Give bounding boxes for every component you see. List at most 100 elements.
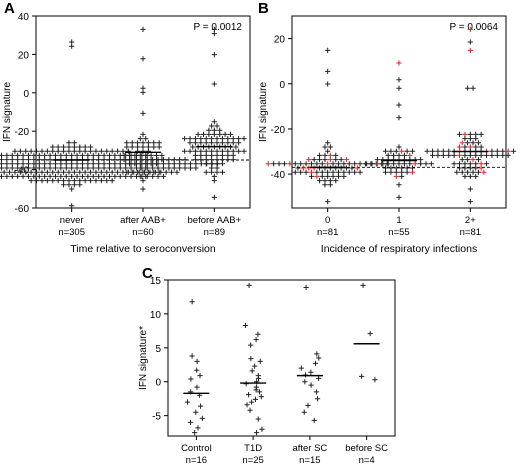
data-point	[129, 169, 135, 175]
data-point	[98, 178, 104, 184]
data-point	[211, 119, 217, 125]
data-point	[44, 148, 50, 154]
data-point	[140, 110, 146, 116]
data-point	[0, 173, 5, 179]
data-point	[20, 165, 26, 171]
data-point	[214, 123, 220, 129]
data-point	[253, 430, 260, 436]
data-point	[128, 165, 134, 171]
data-point	[219, 161, 226, 167]
data-point	[303, 284, 309, 291]
category-count: n=15	[299, 455, 320, 466]
data-point	[418, 161, 424, 167]
data-point	[396, 102, 402, 108]
data-point	[391, 161, 397, 167]
data-point	[338, 157, 344, 163]
data-point	[98, 169, 104, 175]
data-point	[209, 169, 215, 175]
data-point	[69, 186, 75, 192]
data-point	[489, 152, 495, 158]
category-count: n=25	[242, 455, 263, 466]
data-point	[300, 165, 306, 171]
data-point	[137, 136, 143, 142]
data-point	[211, 178, 217, 184]
data-point	[15, 173, 21, 179]
data-point	[230, 140, 236, 146]
data-point	[465, 140, 471, 146]
data-point	[428, 161, 434, 167]
data-point	[69, 173, 75, 179]
data-point	[236, 140, 242, 146]
data-point	[316, 157, 323, 163]
data-point	[101, 173, 107, 179]
data-point	[352, 169, 358, 175]
data-point	[140, 186, 146, 192]
panel-letter-c: C	[142, 265, 153, 282]
data-point	[190, 144, 196, 150]
data-point	[302, 379, 308, 385]
data-point	[211, 31, 217, 37]
data-point	[203, 140, 209, 146]
data-point	[465, 169, 471, 175]
data-point	[306, 157, 312, 163]
panel-letter-a: A	[4, 0, 15, 17]
data-point	[194, 367, 200, 373]
data-point	[187, 140, 193, 146]
data-point	[211, 81, 217, 87]
data-point	[465, 85, 471, 91]
data-point	[192, 157, 199, 163]
data-point	[156, 144, 162, 150]
data-point	[17, 169, 23, 175]
data-point	[360, 282, 366, 289]
data-point	[77, 169, 83, 175]
data-point	[404, 169, 410, 175]
data-point	[151, 169, 157, 175]
data-point	[246, 282, 252, 289]
data-point	[194, 384, 200, 390]
data-point	[33, 169, 40, 175]
data-point	[308, 173, 315, 179]
data-point	[206, 131, 212, 137]
data-point	[325, 161, 331, 167]
data-point	[109, 178, 115, 184]
data-point	[393, 173, 399, 179]
data-point	[396, 60, 402, 66]
data-point	[47, 173, 53, 179]
data-point	[364, 161, 370, 167]
data-point	[333, 178, 339, 184]
data-point	[20, 173, 26, 179]
data-point	[346, 161, 352, 167]
data-point	[50, 148, 56, 154]
data-point	[298, 169, 304, 175]
data-point	[303, 169, 309, 175]
data-point	[382, 148, 389, 154]
category-count: n=4	[359, 455, 375, 466]
data-point	[252, 396, 259, 402]
data-point	[330, 161, 336, 167]
data-point	[137, 165, 143, 171]
data-point	[227, 131, 234, 137]
data-point	[188, 376, 194, 382]
data-point	[0, 161, 5, 167]
y-tick-label: 5	[155, 344, 161, 355]
data-point	[12, 169, 18, 175]
data-point	[39, 178, 45, 184]
data-point	[248, 356, 254, 362]
data-point	[93, 148, 99, 154]
data-point	[287, 161, 293, 167]
data-point	[120, 148, 126, 154]
data-point	[271, 161, 277, 167]
data-point	[423, 161, 429, 167]
data-point	[217, 131, 223, 137]
data-point	[305, 402, 311, 409]
data-point	[298, 365, 304, 371]
data-point	[462, 136, 468, 142]
data-point	[209, 140, 215, 146]
data-point	[451, 152, 457, 158]
data-point	[98, 148, 104, 154]
data-point	[25, 165, 32, 171]
data-point	[396, 194, 402, 200]
data-point	[140, 178, 146, 184]
data-point	[467, 136, 473, 142]
